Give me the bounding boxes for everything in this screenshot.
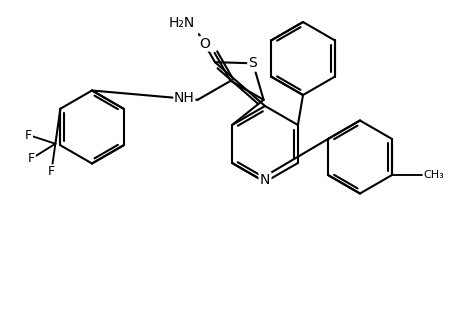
Text: F: F xyxy=(48,165,55,178)
Text: NH: NH xyxy=(174,91,195,105)
Text: F: F xyxy=(28,152,35,165)
Text: F: F xyxy=(25,129,32,142)
Text: O: O xyxy=(200,37,211,51)
Text: CH₃: CH₃ xyxy=(424,170,445,180)
Text: N: N xyxy=(260,173,270,187)
Text: S: S xyxy=(248,56,258,70)
Text: H₂N: H₂N xyxy=(169,16,195,30)
